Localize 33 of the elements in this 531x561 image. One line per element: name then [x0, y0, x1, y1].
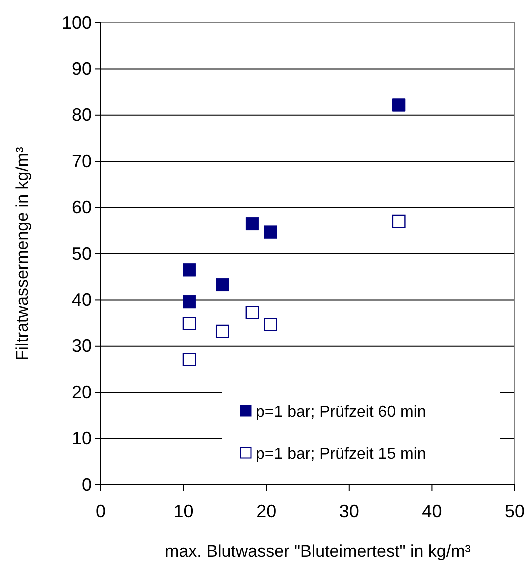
x-tick-label: 40	[422, 501, 442, 522]
legend-label: p=1 bar; Prüfzeit 15 min	[256, 446, 426, 463]
point	[392, 214, 406, 228]
y-tick-label: 90	[72, 58, 92, 79]
point	[264, 318, 278, 332]
point	[183, 264, 196, 277]
point	[392, 98, 406, 112]
point	[182, 317, 196, 330]
y-tick-label: 0	[82, 474, 92, 495]
point	[216, 324, 230, 338]
y-tick-label: 30	[72, 336, 92, 356]
y-tick-label: 40	[72, 290, 92, 310]
y-tick-label: 80	[72, 105, 92, 126]
x-tick-label: 10	[174, 501, 194, 522]
x-axis-title: max. Blutwasser "Bluteimertest" in kg/m³	[165, 542, 472, 561]
point	[264, 226, 278, 239]
x-tick-label: 20	[256, 501, 277, 522]
y-axis-title: Filtratwassermenge in kg/m³	[13, 146, 32, 361]
x-tick-label: 30	[339, 501, 360, 522]
y-tick-label: 60	[72, 198, 92, 218]
y-tick-label: 50	[72, 244, 92, 264]
y-tick-label: 100	[62, 12, 92, 33]
y-tick-label: 20	[72, 382, 92, 402]
point	[246, 306, 260, 320]
legend-label: p=1 bar; Prüfzeit 60 min	[256, 404, 426, 421]
y-tick-label: 10	[72, 428, 92, 449]
point	[182, 353, 196, 367]
point	[216, 278, 230, 292]
y-tick-label: 70	[72, 151, 92, 172]
x-tick-label: 0	[96, 501, 106, 522]
point	[183, 295, 196, 309]
x-tick-label: 50	[504, 501, 526, 522]
point	[246, 217, 260, 231]
